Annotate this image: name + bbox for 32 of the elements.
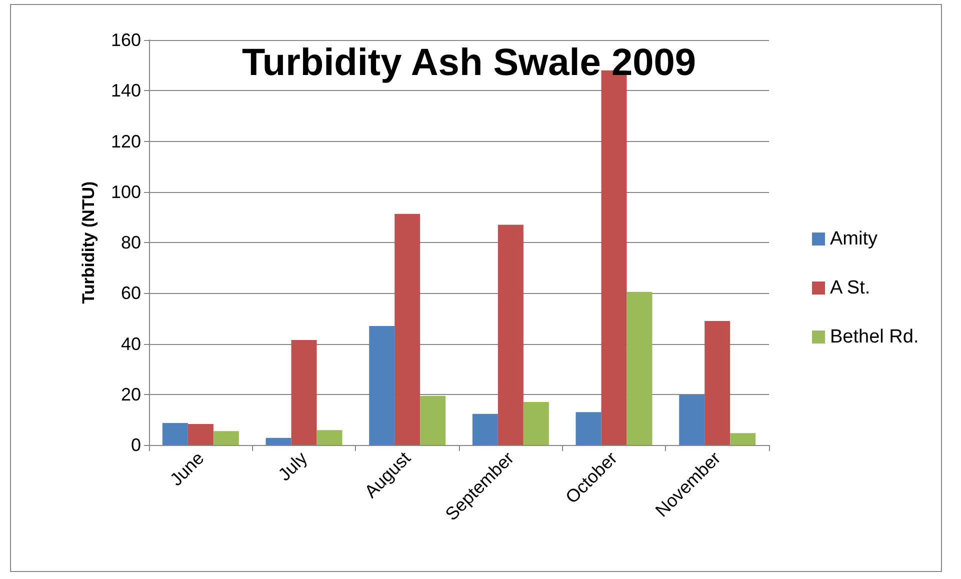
y-tick-label: 60 — [120, 283, 141, 304]
chart-title: Turbidity Ash Swale 2009 — [242, 42, 696, 84]
bar — [266, 438, 292, 445]
y-tick-label: 20 — [120, 384, 141, 404]
x-tick-label: July — [274, 448, 312, 485]
legend-label: Amity — [830, 228, 878, 250]
legend-label: Bethel Rd. — [830, 326, 919, 348]
y-tick-label: 0 — [130, 435, 141, 455]
bar — [213, 431, 239, 445]
y-tick-label: 160 — [110, 30, 141, 50]
bar — [498, 224, 524, 445]
bar — [291, 340, 317, 445]
bar — [472, 414, 498, 445]
y-tick-label: 100 — [110, 182, 141, 202]
legend-label: A St. — [830, 278, 870, 298]
y-tick-label: 80 — [120, 232, 141, 252]
bar — [523, 402, 549, 445]
bar — [162, 422, 188, 445]
bar — [316, 430, 342, 445]
bar — [730, 433, 756, 445]
bar — [626, 292, 652, 445]
bar — [576, 412, 602, 445]
y-axis-title: Turbidity (NTU) — [79, 181, 98, 304]
y-tick-label: 140 — [110, 80, 141, 101]
bar — [188, 424, 214, 445]
bar — [420, 396, 446, 445]
y-tick-label: 40 — [120, 334, 141, 354]
bar — [704, 320, 730, 445]
bar — [394, 214, 420, 445]
bar — [369, 326, 395, 445]
y-tick-label: 120 — [110, 131, 141, 152]
bar — [679, 394, 705, 445]
